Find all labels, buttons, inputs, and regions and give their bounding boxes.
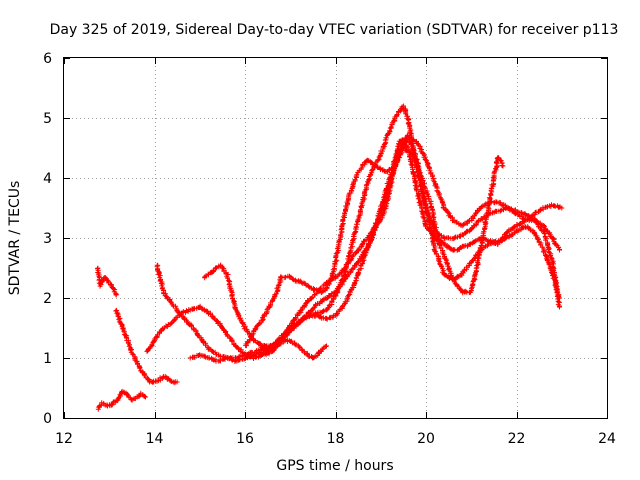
y-tick-label: 0 [43, 411, 52, 427]
x-tick-label: 16 [236, 431, 254, 447]
y-tick-label: 5 [43, 111, 52, 127]
x-tick-label: 14 [146, 431, 164, 447]
x-axis-label: GPS time / hours [276, 458, 393, 474]
x-tick-label: 22 [508, 431, 526, 447]
axis-ticks [64, 58, 608, 419]
series-track-9 [258, 336, 329, 361]
y-tick-label: 3 [43, 231, 52, 247]
y-tick-label: 4 [43, 171, 52, 187]
plus-markers [258, 336, 329, 361]
series-track-3 [113, 307, 180, 386]
series-track-7 [202, 133, 562, 349]
y-axis-label: SDTVAR / TECUs [7, 181, 23, 296]
plus-markers [113, 307, 180, 386]
grid [64, 58, 607, 418]
plus-markers [95, 388, 148, 412]
x-tick-label: 12 [55, 431, 73, 447]
y-tick-labels: 0 1 2 3 4 5 6 [43, 51, 52, 427]
series-track-1 [95, 265, 119, 298]
data-points [95, 103, 565, 412]
x-tick-labels: 12 14 16 18 20 22 24 [55, 431, 616, 447]
plus-markers [243, 145, 506, 349]
x-tick-label: 18 [327, 431, 345, 447]
chart-title: Day 325 of 2019, Sidereal Day-to-day VTE… [50, 22, 619, 38]
x-tick-label: 24 [598, 431, 616, 447]
y-tick-label: 2 [43, 291, 52, 307]
x-tick-label: 20 [417, 431, 435, 447]
plot-frame [63, 57, 608, 419]
series-track-8 [243, 145, 506, 349]
y-tick-label: 1 [43, 351, 52, 367]
y-tick-label: 6 [43, 51, 52, 67]
plus-markers [95, 265, 119, 298]
plus-markers [202, 133, 562, 349]
series-track-2 [95, 388, 148, 412]
